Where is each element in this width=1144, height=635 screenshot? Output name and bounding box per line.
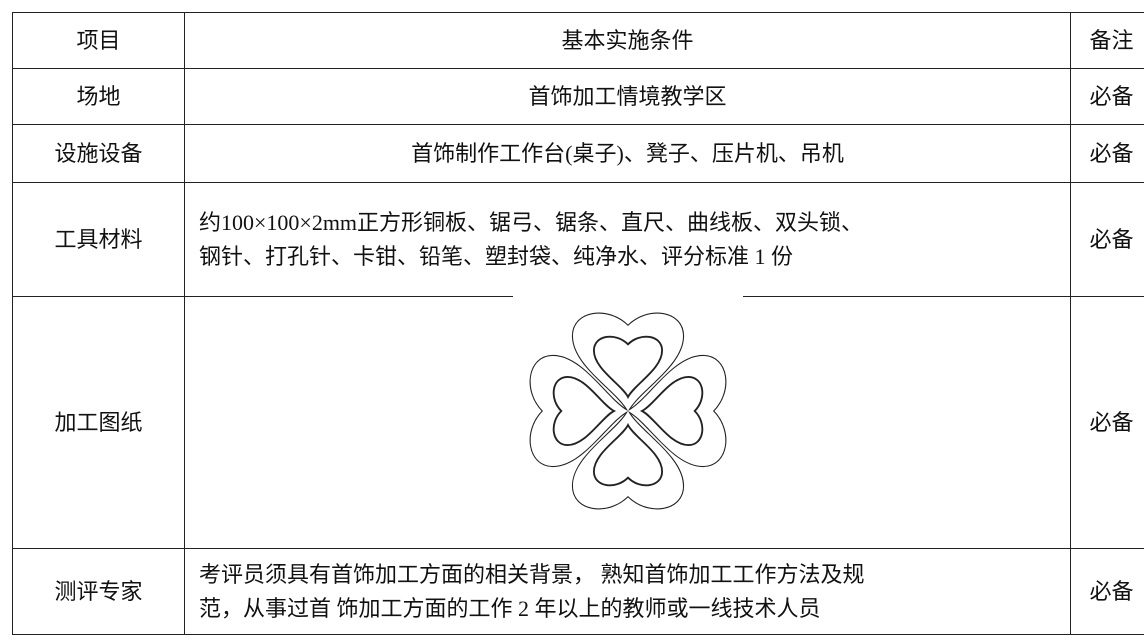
condition-cell: 考评员须具有首饰加工方面的相关背景， 熟知首饰加工工作方法及规范，从事过首 饰加… bbox=[185, 549, 1071, 635]
note-cell: 必备 bbox=[1071, 183, 1144, 297]
note-cell: 必备 bbox=[1071, 125, 1144, 183]
table-row: 测评专家考评员须具有首饰加工方面的相关背景， 熟知首饰加工工作方法及规范，从事过… bbox=[13, 549, 1144, 635]
condition-cell: 约100×100×2mm正方形铜板、锯弓、锯条、直尺、曲线板、双头锁、钢针、打孔… bbox=[185, 183, 1071, 297]
condition-cell: 首饰制作工作台(桌子)、凳子、压片机、吊机 bbox=[185, 125, 1071, 183]
condition-text: 约100×100×2mm正方形铜板、锯弓、锯条、直尺、曲线板、双头锁、 bbox=[199, 206, 1070, 240]
table-row: 工具材料约100×100×2mm正方形铜板、锯弓、锯条、直尺、曲线板、双头锁、钢… bbox=[13, 183, 1144, 297]
condition-text: 首饰制作工作台(桌子)、凳子、压片机、吊机 bbox=[185, 137, 1070, 171]
item-cell: 场地 bbox=[13, 69, 185, 125]
header-row: 项目基本实施条件备注 bbox=[13, 13, 1144, 69]
item-cell: 工具材料 bbox=[13, 183, 185, 297]
header-cell: 备注 bbox=[1071, 13, 1144, 69]
condition-text: 首饰加工情境教学区 bbox=[185, 80, 1070, 114]
note-cell: 必备 bbox=[1071, 69, 1144, 125]
note-cell: 必备 bbox=[1071, 297, 1144, 549]
header-cell: 项目 bbox=[13, 13, 185, 69]
condition-text: 考评员须具有首饰加工方面的相关背景， 熟知首饰加工工作方法及规 bbox=[199, 558, 1070, 592]
header-cell: 基本实施条件 bbox=[185, 13, 1071, 69]
item-cell: 加工图纸 bbox=[13, 297, 185, 549]
item-cell: 设施设备 bbox=[13, 125, 185, 183]
condition-text: 范，从事过首 饰加工方面的工作 2 年以上的教师或一线技术人员 bbox=[199, 592, 1070, 626]
table-row: 加工图纸 必备 bbox=[13, 297, 1144, 549]
table-row: 设施设备首饰制作工作台(桌子)、凳子、压片机、吊机必备 bbox=[13, 125, 1144, 183]
condition-cell bbox=[185, 297, 1071, 549]
clover-drawing bbox=[513, 296, 743, 526]
condition-cell: 首饰加工情境教学区 bbox=[185, 69, 1071, 125]
condition-text: 钢针、打孔针、卡钳、铅笔、塑封袋、纯净水、评分标准 1 份 bbox=[199, 240, 1070, 274]
item-cell: 测评专家 bbox=[13, 549, 185, 635]
table-row: 场地首饰加工情境教学区必备 bbox=[13, 69, 1144, 125]
note-cell: 必备 bbox=[1071, 549, 1144, 635]
conditions-table: 项目基本实施条件备注场地首饰加工情境教学区必备设施设备首饰制作工作台(桌子)、凳… bbox=[12, 12, 1144, 635]
